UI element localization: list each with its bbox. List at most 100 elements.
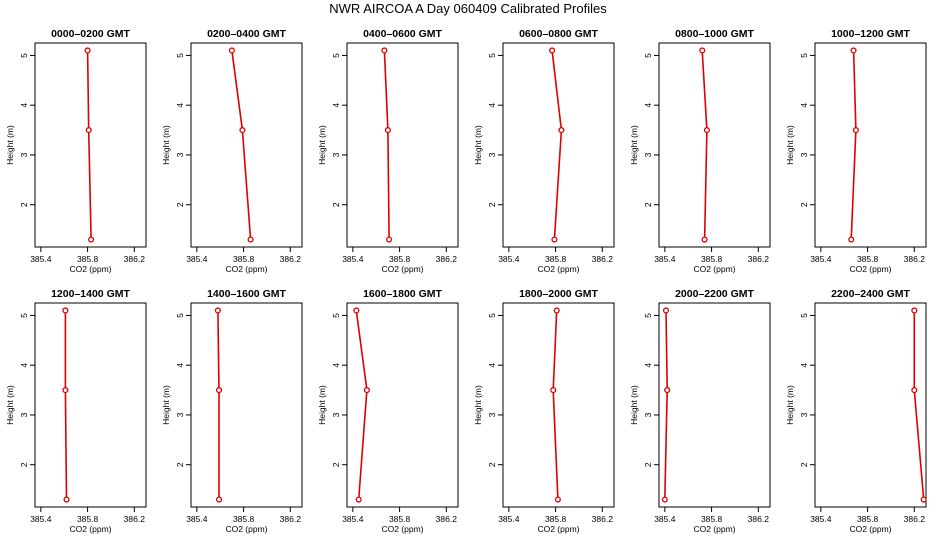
x-axis-label: CO2 (ppm): [849, 264, 891, 274]
y-tick-label: 5: [799, 53, 809, 58]
data-point: [662, 307, 670, 314]
plot-frame: [502, 302, 615, 508]
data-point: [228, 47, 235, 54]
y-tick-label: 4: [487, 103, 497, 108]
panel-title: 0400–0600 GMT: [363, 28, 442, 40]
y-tick-label: 3: [643, 152, 653, 157]
plot-frame: [658, 302, 771, 508]
profile-line: [552, 310, 559, 500]
y-tick-label: 3: [331, 412, 341, 417]
panel-10: 1800–2000 GMT 385.4 385.8 386.2 2 3 4 5 CO2 (ppm…: [473, 288, 615, 534]
data-point: [703, 127, 710, 134]
panel-1: 0000–0200 GMT 385.4 385.8 386.2 2 3 4 5 CO2 (ppm…: [5, 28, 147, 274]
x-tick-label: 385.4: [30, 514, 52, 524]
panel-title: 1200–1400 GMT: [51, 288, 130, 300]
y-tick-label: 4: [19, 363, 29, 368]
x-tick-label: 386.2: [124, 254, 146, 264]
data-point: [63, 496, 70, 503]
data-point: [62, 387, 69, 394]
y-tick-label: 2: [799, 462, 809, 467]
profile-line: [86, 50, 92, 240]
panel-title: 2200–2400 GMT: [831, 288, 910, 300]
plot-frame: [190, 42, 303, 248]
y-tick-label: 2: [331, 462, 341, 467]
y-tick-label: 3: [19, 412, 29, 417]
y-axis-label: Height (m): [317, 125, 327, 165]
x-tick-label: 386.2: [436, 514, 458, 524]
y-axis-label: Height (m): [785, 125, 795, 165]
y-tick-label: 3: [487, 152, 497, 157]
y-tick-label: 5: [487, 313, 497, 318]
y-tick-label: 2: [331, 202, 341, 207]
x-axis-label: CO2 (ppm): [849, 524, 891, 534]
y-tick-label: 4: [19, 103, 29, 108]
data-point: [215, 496, 223, 503]
panel-7: 1200–1400 GMT 385.4 385.8 386.2 2 3 4 5 CO2 (ppm…: [5, 288, 147, 534]
x-tick-label: 386.2: [748, 254, 770, 264]
x-tick-label: 385.4: [498, 254, 520, 264]
y-tick-label: 4: [487, 363, 497, 368]
x-axis-label: CO2 (ppm): [225, 524, 267, 534]
data-point: [850, 47, 857, 54]
y-tick-label: 2: [175, 202, 185, 207]
x-axis-label: CO2 (ppm): [693, 264, 735, 274]
panel-2: 0200–0400 GMT 385.4 385.8 386.2 2 3 4 5 CO2 (ppm…: [161, 28, 303, 274]
y-axis-label: Height (m): [317, 385, 327, 425]
x-tick-label: 386.2: [592, 514, 614, 524]
y-tick-label: 5: [643, 53, 653, 58]
profile-line: [551, 50, 563, 240]
x-tick-label: 385.8: [701, 254, 723, 264]
x-tick-label: 386.2: [592, 254, 614, 264]
x-tick-label: 385.4: [342, 514, 364, 524]
data-point: [355, 496, 362, 503]
x-tick-label: 386.2: [124, 514, 146, 524]
plot-frame: [34, 302, 147, 508]
y-tick-label: 2: [643, 202, 653, 207]
data-point: [215, 387, 223, 394]
y-tick-label: 2: [19, 202, 29, 207]
x-tick-label: 385.8: [701, 514, 723, 524]
x-tick-label: 385.4: [342, 254, 364, 264]
panel-title: 2000–2200 GMT: [675, 288, 754, 300]
panel-12: 2200–2400 GMT 385.4 385.8 386.2 2 3 4 5 CO2 (ppm…: [785, 288, 927, 534]
profile-line: [913, 310, 925, 500]
data-point: [62, 307, 69, 314]
profile-line: [217, 310, 220, 500]
x-tick-label: 385.8: [233, 514, 255, 524]
profile-line: [231, 50, 252, 240]
x-tick-label: 385.8: [77, 514, 99, 524]
y-axis-label: Height (m): [629, 385, 639, 425]
y-axis-label: Height (m): [161, 385, 171, 425]
x-axis-label: CO2 (ppm): [381, 264, 423, 274]
panel-5: 0800–1000 GMT 385.4 385.8 386.2 2 3 4 5 CO2 (ppm…: [629, 28, 771, 274]
data-point: [699, 47, 706, 54]
plot-frame: [814, 42, 927, 248]
x-tick-label: 385.8: [857, 254, 879, 264]
data-point: [384, 127, 391, 134]
y-tick-label: 5: [331, 313, 341, 318]
profile-line: [355, 310, 368, 500]
data-point: [911, 387, 918, 394]
data-point: [363, 387, 370, 394]
panel-6: 1000–1200 GMT 385.4 385.8 386.2 2 3 4 5 CO2 (ppm…: [785, 28, 927, 274]
panel-title: 1600–1800 GMT: [363, 288, 442, 300]
y-tick-label: 4: [643, 363, 653, 368]
data-point: [554, 496, 561, 503]
data-point: [664, 387, 671, 394]
panel-8: 1400–1600 GMT 385.4 385.8 386.2 2 3 4 5 CO2 (ppm…: [161, 288, 303, 534]
y-tick-label: 4: [175, 103, 185, 108]
profile-line: [383, 50, 390, 240]
plot-frame: [502, 42, 615, 248]
y-tick-label: 2: [487, 202, 497, 207]
x-tick-label: 385.4: [30, 254, 52, 264]
panel-title: 1400–1600 GMT: [207, 288, 286, 300]
plot-frame: [190, 302, 303, 508]
x-axis-label: CO2 (ppm): [537, 524, 579, 534]
y-axis-label: Height (m): [161, 125, 171, 165]
x-axis-label: CO2 (ppm): [537, 264, 579, 274]
x-tick-label: 385.8: [545, 254, 567, 264]
plot-frame: [34, 42, 147, 248]
profile-line: [664, 310, 669, 500]
data-point: [920, 496, 927, 503]
